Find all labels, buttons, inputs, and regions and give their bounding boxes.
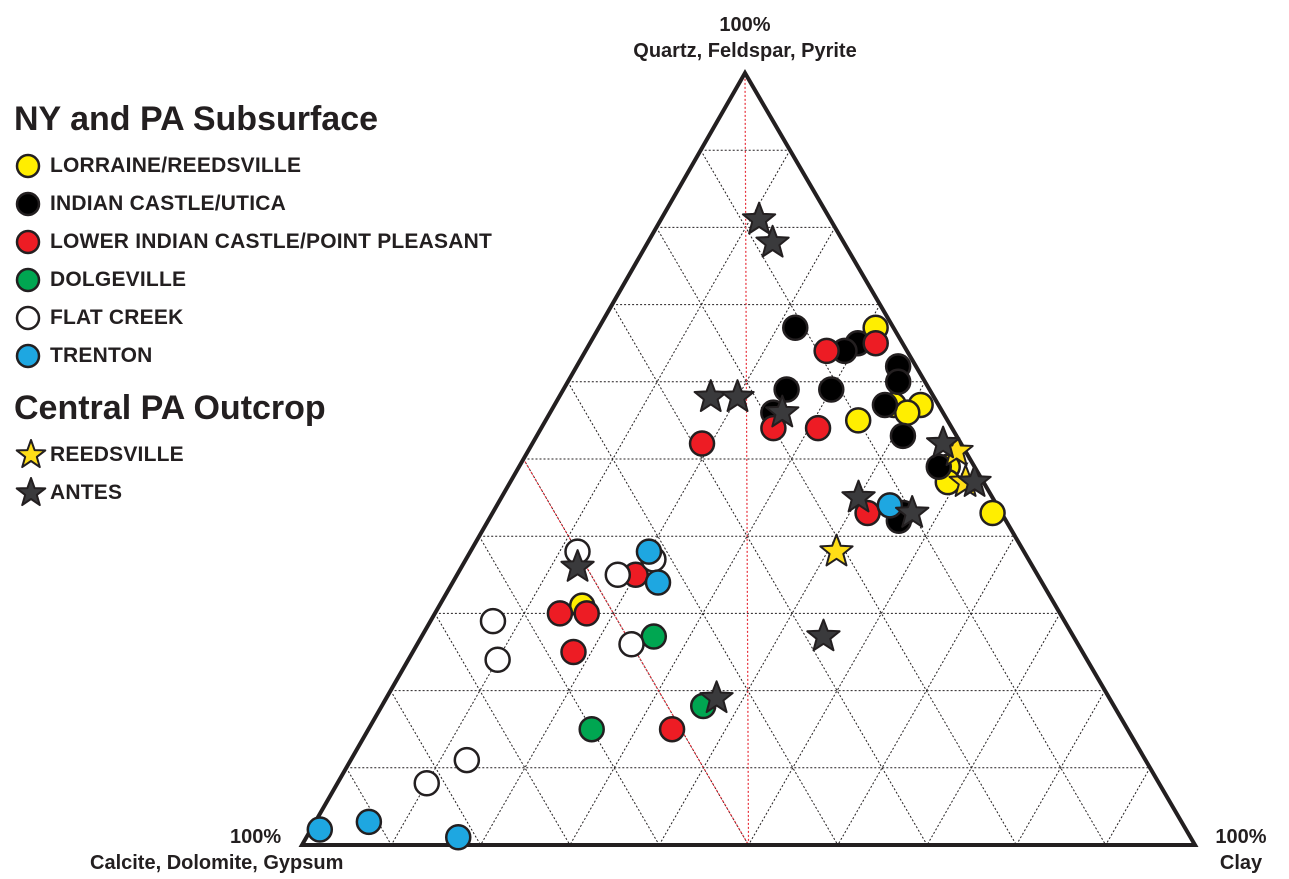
point-star-antes	[895, 495, 930, 528]
point-circle-trenton	[876, 492, 904, 519]
point-circle-flat-creek	[413, 769, 440, 797]
point-circle-trenton	[644, 569, 672, 596]
legend-item-reedsville: REEDSVILLE	[14, 436, 654, 474]
point-circle-flat-creek	[618, 631, 645, 658]
grid-line-clay	[1015, 690, 1106, 846]
dark-star-icon	[14, 477, 50, 508]
legend-item-antes: ANTES	[14, 474, 654, 512]
legend-label: LORRAINE/REEDSVILLE	[50, 154, 302, 177]
legend-label: TRENTON	[50, 344, 153, 367]
point-circle-dolgeville	[640, 623, 668, 650]
legend-item-lorraine-reedsville: LORRAINE/REEDSVILLE	[14, 147, 654, 185]
point-circle-trenton	[355, 808, 383, 836]
point-circle-indian-castle-utica	[884, 368, 912, 396]
point-star-reedsville	[819, 533, 854, 567]
top-vertex-pct: 100%	[719, 14, 771, 36]
grid-line-carbonate	[700, 149, 1107, 846]
point-circle-trenton	[444, 824, 472, 851]
point-circle-lower-indian-castle-point-pleasant	[813, 337, 840, 365]
legend-list-outcrop: REEDSVILLE ANTES	[14, 436, 654, 512]
point-circle-dolgeville	[578, 715, 605, 743]
point-circle-lower-indian-castle-point-pleasant	[546, 600, 574, 627]
green-circle-icon	[14, 265, 50, 295]
legend-label: ANTES	[50, 481, 123, 504]
point-star-antes	[755, 224, 790, 258]
legend-section-title-outcrop: Central PA Outcrop	[14, 389, 326, 427]
point-circle-trenton	[635, 538, 663, 565]
point-circle-indian-castle-utica	[818, 376, 845, 403]
grid-line-clay	[1105, 767, 1151, 846]
data-points	[306, 201, 1006, 851]
point-circle-lorraine-reedsville	[894, 399, 921, 426]
white-circle-icon	[14, 303, 50, 333]
yellow-circle-icon	[14, 151, 50, 181]
point-circle-flat-creek	[453, 746, 481, 774]
triangle-frame	[298, 69, 1199, 847]
grid-line-clay	[837, 535, 1016, 846]
point-circle-flat-creek	[484, 646, 511, 673]
legend-item-dolgeville: DOLGEVILLE	[14, 261, 654, 299]
legend-label: DOLGEVILLE	[50, 268, 187, 291]
yellow-star-icon	[14, 439, 50, 470]
legend-list-subsurface: LORRAINE/REEDSVILLE INDIAN CASTLE/UTICA …	[14, 147, 654, 375]
point-star-antes	[560, 549, 595, 582]
grid-line-clay	[390, 149, 791, 846]
legend-label: REEDSVILLE	[50, 443, 184, 466]
legend-item-indian-castle-utica: INDIAN CASTLE/UTICA	[14, 185, 654, 223]
legend-label: INDIAN CASTLE/UTICA	[50, 192, 286, 215]
grid-line-carbonate	[611, 304, 928, 846]
grid-line-carbonate	[345, 767, 392, 846]
grid-line-carbonate	[434, 613, 571, 846]
point-star-antes	[693, 379, 728, 412]
point-circle-indian-castle-utica	[782, 314, 809, 342]
legend-item-lower-indian-castle-point-pleasant: LOWER INDIAN CASTLE/POINT PLEASANT	[14, 223, 654, 261]
point-circle-flat-creek	[604, 561, 632, 589]
legend-label: LOWER INDIAN CASTLE/POINT PLEASANT	[50, 230, 492, 253]
top-vertex-label: 100% Quartz, Feldspar, Pyrite	[540, 12, 950, 64]
left-vertex-label: 100% Calcite, Dolomite, Gypsum	[70, 824, 390, 876]
blue-circle-icon	[14, 341, 50, 371]
point-star-antes	[699, 680, 734, 714]
point-circle-lower-indian-castle-point-pleasant	[804, 414, 832, 442]
point-circle-lower-indian-castle-point-pleasant	[560, 638, 587, 666]
point-star-antes	[741, 201, 777, 235]
point-star-antes	[957, 464, 992, 497]
point-circle-lorraine-reedsville	[979, 499, 1006, 527]
point-circle-indian-castle-utica	[871, 391, 899, 419]
point-circle-lower-indian-castle-point-pleasant	[573, 600, 600, 627]
point-star-antes	[841, 479, 876, 513]
right-vertex-pct: 100%	[1215, 826, 1267, 848]
red-circle-icon	[14, 227, 50, 257]
point-circle-flat-creek	[479, 607, 507, 635]
legend-section-title-subsurface: NY and PA Subsurface	[14, 100, 379, 138]
grid-line-carbonate	[478, 535, 660, 846]
legend-item-trenton: TRENTON	[14, 337, 654, 375]
point-circle-lower-indian-castle-point-pleasant	[658, 715, 686, 743]
grid-line-clay	[926, 613, 1061, 846]
grid-line-clay	[480, 227, 836, 846]
point-circle-lorraine-reedsville	[844, 407, 872, 434]
point-star-antes	[765, 394, 800, 428]
legend-item-flat-creek: FLAT CREEK	[14, 299, 654, 337]
point-circle-lower-indian-castle-point-pleasant	[688, 430, 716, 457]
legend-label: FLAT CREEK	[50, 306, 184, 329]
point-circle-indian-castle-utica	[773, 376, 800, 403]
point-star-antes	[720, 379, 755, 412]
top-vertex-name: Quartz, Feldspar, Pyrite	[633, 40, 857, 62]
legend: NY and PA Subsurface LORRAINE/REEDSVILLE…	[14, 100, 654, 512]
point-circle-lower-indian-castle-point-pleasant	[862, 329, 889, 357]
left-vertex-pct: 100%	[230, 826, 282, 848]
left-vertex-name: Calcite, Dolomite, Gypsum	[90, 852, 344, 874]
point-star-antes	[926, 425, 961, 459]
point-star-antes	[806, 618, 841, 652]
right-vertex-name: Clay	[1219, 852, 1263, 874]
point-circle-trenton	[306, 816, 334, 843]
black-circle-icon	[14, 189, 50, 219]
right-vertex-label: 100% Clay	[1196, 824, 1286, 876]
point-circle-indian-castle-utica	[889, 422, 917, 450]
grid-line-carbonate	[390, 690, 482, 846]
point-circle-indian-castle-utica	[925, 453, 953, 480]
